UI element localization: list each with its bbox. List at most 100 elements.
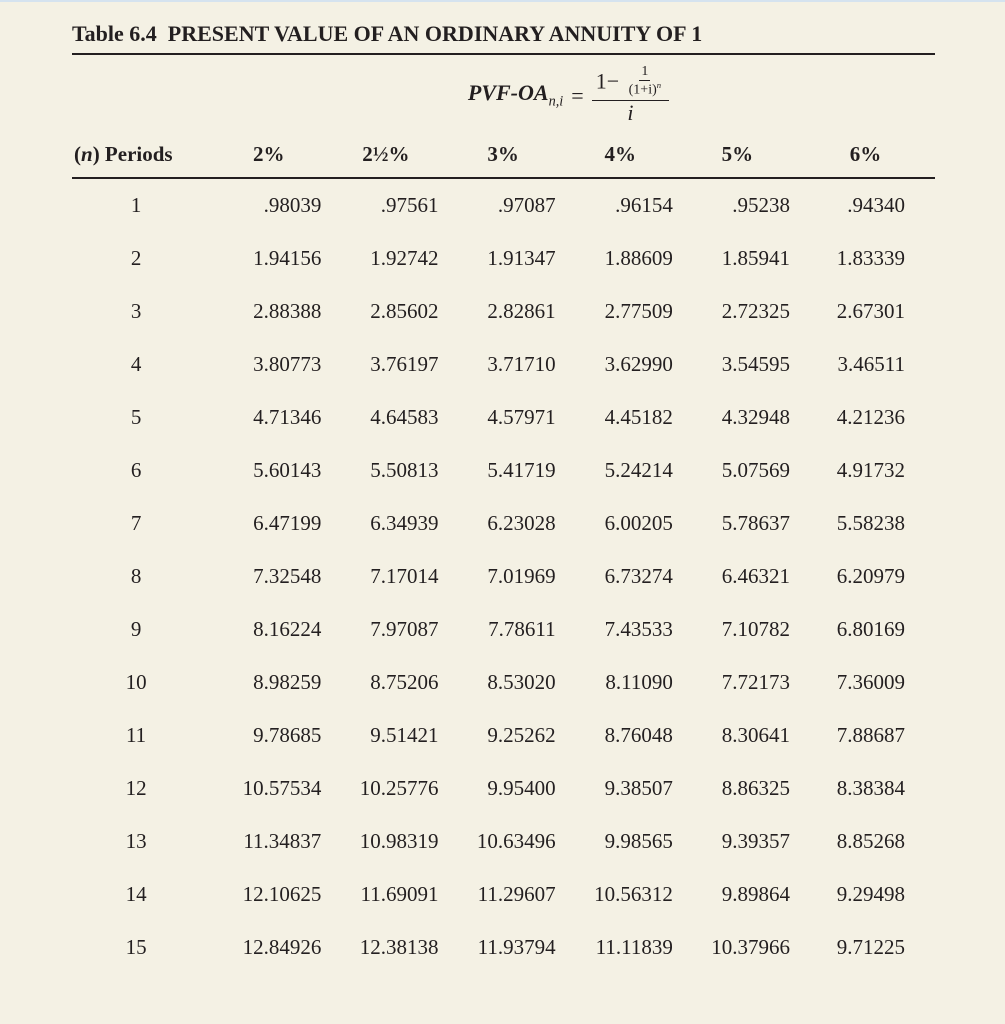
value-cell: .95238 — [679, 178, 796, 232]
value-cell: 6.23028 — [444, 497, 561, 550]
value-cell: 12.38138 — [327, 921, 444, 974]
value-cell: 8.11090 — [562, 656, 679, 709]
value-cell: 6.46321 — [679, 550, 796, 603]
col-header: 2½% — [327, 134, 444, 178]
table-body: 1.98039.97561.97087.96154.95238.9434021.… — [72, 178, 935, 974]
value-cell: .94340 — [796, 178, 935, 232]
value-cell: 10.63496 — [444, 815, 561, 868]
table-row: 1412.1062511.6909111.2960710.563129.8986… — [72, 868, 935, 921]
table-row: 1.98039.97561.97087.96154.95238.94340 — [72, 178, 935, 232]
value-cell: 10.56312 — [562, 868, 679, 921]
value-cell: 7.88687 — [796, 709, 935, 762]
value-cell: 10.25776 — [327, 762, 444, 815]
table-row: 1210.5753410.257769.954009.385078.863258… — [72, 762, 935, 815]
period-cell: 12 — [72, 762, 210, 815]
value-cell: 2.72325 — [679, 285, 796, 338]
value-cell: 5.50813 — [327, 444, 444, 497]
value-cell: 11.93794 — [444, 921, 561, 974]
value-cell: 4.32948 — [679, 391, 796, 444]
value-cell: 8.30641 — [679, 709, 796, 762]
value-cell: 8.38384 — [796, 762, 935, 815]
page: Table 6.4 PRESENT VALUE OF AN ORDINARY A… — [0, 0, 1005, 999]
col-header-periods: (n) Periods — [72, 134, 210, 178]
period-cell: 4 — [72, 338, 210, 391]
value-cell: 4.64583 — [327, 391, 444, 444]
value-cell: 8.53020 — [444, 656, 561, 709]
value-cell: 9.38507 — [562, 762, 679, 815]
value-cell: 7.97087 — [327, 603, 444, 656]
value-cell: 9.29498 — [796, 868, 935, 921]
value-cell: 3.80773 — [210, 338, 327, 391]
value-cell: 8.86325 — [679, 762, 796, 815]
value-cell: 9.78685 — [210, 709, 327, 762]
value-cell: 9.39357 — [679, 815, 796, 868]
period-cell: 15 — [72, 921, 210, 974]
value-cell: 11.11839 — [562, 921, 679, 974]
formula-inner-num: 1 — [639, 65, 650, 81]
value-cell: .96154 — [562, 178, 679, 232]
value-cell: 9.98565 — [562, 815, 679, 868]
value-cell: 9.71225 — [796, 921, 935, 974]
value-cell: 11.69091 — [327, 868, 444, 921]
col-header: 5% — [679, 134, 796, 178]
col-header: 3% — [444, 134, 561, 178]
value-cell: 6.47199 — [210, 497, 327, 550]
value-cell: 12.84926 — [210, 921, 327, 974]
value-cell: 3.62990 — [562, 338, 679, 391]
formula: PVF-OAn,i = 1− 1 (1+i)n i — [72, 55, 935, 134]
period-cell: 2 — [72, 232, 210, 285]
period-cell: 5 — [72, 391, 210, 444]
value-cell: 4.21236 — [796, 391, 935, 444]
formula-one: 1 — [596, 69, 607, 94]
value-cell: 7.01969 — [444, 550, 561, 603]
value-cell: 2.77509 — [562, 285, 679, 338]
value-cell: 3.71710 — [444, 338, 561, 391]
table-row: 32.883882.856022.828612.775092.723252.67… — [72, 285, 935, 338]
value-cell: 6.20979 — [796, 550, 935, 603]
value-cell: 3.54595 — [679, 338, 796, 391]
value-cell: .97561 — [327, 178, 444, 232]
value-cell: 1.92742 — [327, 232, 444, 285]
table-row: 54.713464.645834.579714.451824.329484.21… — [72, 391, 935, 444]
value-cell: 6.00205 — [562, 497, 679, 550]
value-cell: 6.73274 — [562, 550, 679, 603]
value-cell: 10.98319 — [327, 815, 444, 868]
value-cell: 7.43533 — [562, 603, 679, 656]
value-cell: .98039 — [210, 178, 327, 232]
value-cell: 7.10782 — [679, 603, 796, 656]
period-cell: 11 — [72, 709, 210, 762]
table-row: 43.807733.761973.717103.629903.545953.46… — [72, 338, 935, 391]
table-row: 21.941561.927421.913471.886091.859411.83… — [72, 232, 935, 285]
table-title: Table 6.4 PRESENT VALUE OF AN ORDINARY A… — [72, 17, 935, 55]
table-row: 65.601435.508135.417195.242145.075694.91… — [72, 444, 935, 497]
period-cell: 8 — [72, 550, 210, 603]
value-cell: 6.34939 — [327, 497, 444, 550]
value-cell: 7.72173 — [679, 656, 796, 709]
period-cell: 9 — [72, 603, 210, 656]
period-cell: 1 — [72, 178, 210, 232]
value-cell: 7.32548 — [210, 550, 327, 603]
table-row: 119.786859.514219.252628.760488.306417.8… — [72, 709, 935, 762]
value-cell: .97087 — [444, 178, 561, 232]
value-cell: 1.83339 — [796, 232, 935, 285]
value-cell: 12.10625 — [210, 868, 327, 921]
value-cell: 4.45182 — [562, 391, 679, 444]
table-row: 87.325487.170147.019696.732746.463216.20… — [72, 550, 935, 603]
value-cell: 9.95400 — [444, 762, 561, 815]
value-cell: 3.76197 — [327, 338, 444, 391]
value-cell: 11.34837 — [210, 815, 327, 868]
value-cell: 1.85941 — [679, 232, 796, 285]
periods-n: n — [81, 142, 93, 166]
value-cell: 8.76048 — [562, 709, 679, 762]
value-cell: 7.36009 — [796, 656, 935, 709]
value-cell: 4.71346 — [210, 391, 327, 444]
period-cell: 10 — [72, 656, 210, 709]
value-cell: 4.57971 — [444, 391, 561, 444]
period-cell: 13 — [72, 815, 210, 868]
value-cell: 1.94156 — [210, 232, 327, 285]
table-row: 1512.8492612.3813811.9379411.1183910.379… — [72, 921, 935, 974]
period-cell: 14 — [72, 868, 210, 921]
title-main: PRESENT VALUE OF AN ORDINARY ANNUITY OF … — [168, 21, 702, 46]
value-cell: 5.24214 — [562, 444, 679, 497]
col-header: 6% — [796, 134, 935, 178]
